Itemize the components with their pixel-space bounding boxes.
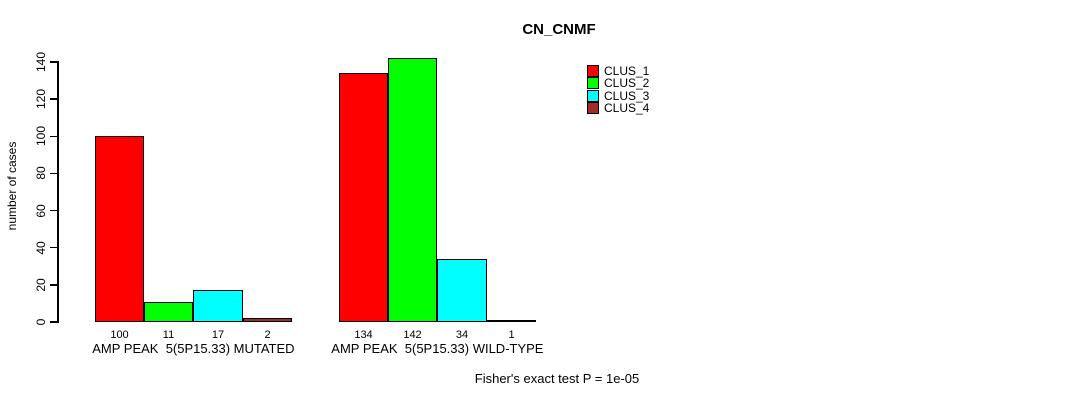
- bar-value-label: 134: [354, 329, 373, 341]
- bar-value-label: 142: [403, 329, 422, 341]
- legend-swatch-clus_2: [587, 77, 599, 90]
- bar-clus_2-group1: [144, 302, 193, 322]
- legend-swatch-clus_4: [587, 102, 599, 115]
- bar-value-label: 1: [508, 329, 515, 341]
- fisher-test-annotation: Fisher's exact test P = 1e-05: [474, 371, 640, 386]
- y-axis-tick: [50, 172, 57, 175]
- legend-item: CLUS_3: [587, 88, 707, 103]
- y-axis-tick: [50, 209, 57, 212]
- y-axis-tick-label: 140: [34, 51, 48, 73]
- legend-label: CLUS_2: [604, 76, 650, 91]
- y-axis-tick-label: 60: [34, 203, 48, 218]
- y-axis-tick-label: 40: [34, 241, 48, 255]
- y-axis-tick-label: 20: [34, 278, 48, 292]
- legend-swatch-clus_3: [587, 89, 599, 102]
- legend-label: CLUS_3: [604, 88, 650, 103]
- bar-clus_1-group1: [95, 136, 144, 322]
- group-label: AMP PEAK 5(5P15.33) MUTATED: [92, 341, 295, 356]
- bar-clus_1-group2: [339, 73, 388, 322]
- legend-label: CLUS_1: [604, 64, 650, 78]
- legend-label: CLUS_4: [604, 101, 650, 116]
- y-axis-title: number of cases: [5, 141, 19, 231]
- legend-item: CLUS_4: [587, 101, 707, 116]
- bar-value-label: 11: [162, 329, 175, 341]
- legend-item: CLUS_1: [587, 65, 707, 77]
- bar-value-label: 17: [211, 329, 225, 341]
- y-axis-tick: [50, 98, 57, 100]
- legend-swatch-clus_1: [587, 65, 599, 77]
- y-axis-tick: [50, 284, 57, 286]
- bar-clus_3-group2: [437, 259, 487, 322]
- y-axis-tick-label: 80: [34, 166, 48, 181]
- bar-clus_3-group1: [193, 290, 243, 322]
- group-label: AMP PEAK 5(5P15.33) WILD-TYPE: [331, 341, 544, 356]
- bar-value-label: 34: [455, 329, 469, 341]
- bar-value-label: 2: [264, 329, 271, 341]
- y-axis-line: [57, 61, 59, 323]
- y-axis-tick-label: 100: [34, 126, 48, 147]
- bar-clus_2-group2: [388, 58, 437, 322]
- chart-title: CN_CNMF: [522, 21, 596, 38]
- y-axis-tick-label: 0: [34, 318, 48, 326]
- y-axis-tick: [50, 61, 57, 63]
- legend-item: CLUS_2: [587, 76, 707, 91]
- y-axis-tick-label: 120: [34, 89, 48, 110]
- bar-clus_4-group2: [487, 320, 536, 322]
- bar-clus_4-group1: [243, 318, 292, 322]
- y-axis-tick: [50, 246, 57, 249]
- y-axis-tick: [50, 135, 57, 138]
- y-axis-tick: [50, 321, 57, 323]
- bar-value-label: 100: [110, 329, 129, 341]
